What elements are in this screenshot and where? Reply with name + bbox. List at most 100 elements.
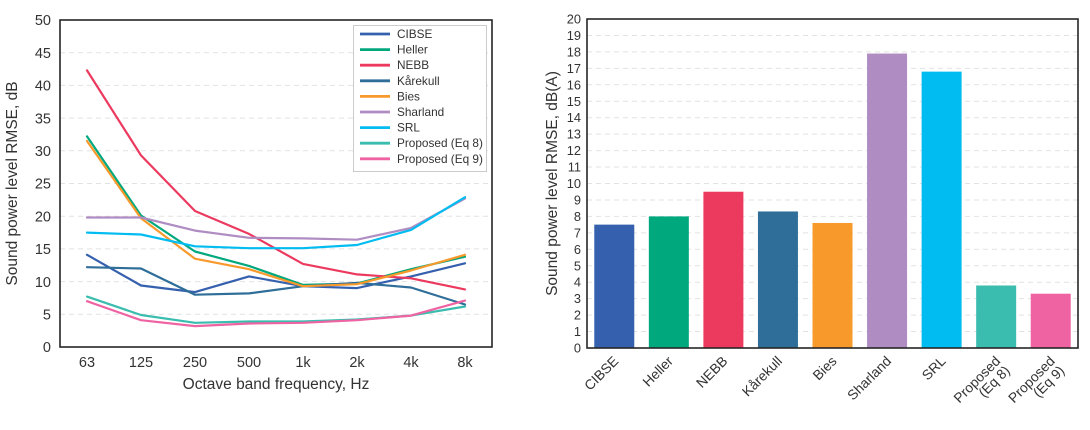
legend-label: SRL <box>397 121 420 135</box>
legend-label: Proposed (Eq 9) <box>397 152 483 166</box>
y-tick-label: 11 <box>568 160 581 175</box>
x-tick-label-line: CIBSE <box>582 354 622 394</box>
legend-item: Kårekull <box>360 74 440 88</box>
x-tick-label-group: Kårekull <box>739 354 785 400</box>
line-chart: 0 5 10 15 20 25 30 35 40 45 50 63 125 250 500 1k 2k 4k 8k O… <box>4 13 493 393</box>
y-tick-label: 6 <box>574 242 581 257</box>
y-axis-title: Sound power level RMSE, dB(A) <box>545 71 561 296</box>
x-tick-label-group: Sharland <box>845 354 895 404</box>
x-tick-label-group: Proposed(Eq 9) <box>1005 354 1067 416</box>
bar-nebb <box>703 191 744 348</box>
line-series-srl <box>85 196 467 250</box>
legend-item: Heller <box>360 43 428 57</box>
x-tick-label: NEBB <box>693 354 730 391</box>
x-tick-label: 250 <box>183 355 207 371</box>
y-tick-label: 40 <box>35 79 51 95</box>
x-tick-label-line: NEBB <box>693 354 730 391</box>
legend-item: Proposed (Eq 8) <box>360 136 483 150</box>
x-tick-label-line: Sharland <box>845 354 895 404</box>
y-tick-label: 8 <box>574 209 581 224</box>
line-series-sharland <box>85 197 467 241</box>
x-tick-label-group: SRL <box>919 353 949 383</box>
y-tick-label: 5 <box>43 308 51 324</box>
x-tick-label: Bies <box>810 353 840 383</box>
line-series-heller <box>85 135 467 286</box>
x-tick-label: Proposed(Eq 8) <box>951 354 1013 416</box>
y-tick-label: 35 <box>35 111 51 127</box>
line-series-bies <box>85 139 467 288</box>
bar-sharland <box>867 53 908 349</box>
y-tick-label: 18 <box>567 44 581 59</box>
plot-border <box>586 18 1079 349</box>
y-tick-label: 14 <box>567 110 581 125</box>
x-tick-label: SRL <box>919 353 949 383</box>
y-tick-label: 0 <box>43 340 51 356</box>
x-tick-label-line: Bies <box>810 353 840 383</box>
legend-label: Kårekull <box>397 74 440 88</box>
x-tick-label: Heller <box>640 353 676 389</box>
bar-proposed-eq-9- <box>1030 293 1071 348</box>
x-tick-label: 4k <box>403 355 419 371</box>
legend-item: Bies <box>360 89 420 103</box>
y-tick-label: 16 <box>567 77 581 92</box>
x-tick-label-line: SRL <box>919 353 949 383</box>
x-tick-label-line: Heller <box>640 353 676 389</box>
y-tick-label: 9 <box>574 192 581 207</box>
legend-item: SRL <box>360 121 420 135</box>
bar-cibse <box>594 224 635 348</box>
x-tick-label-group: NEBB <box>693 354 730 391</box>
y-tick-label: 13 <box>567 127 581 142</box>
y-axis-title: Sound power level RMSE, dB <box>4 81 21 285</box>
y-tick-label: 17 <box>567 61 581 76</box>
y-tick-label: 20 <box>567 12 581 27</box>
legend-item: Sharland <box>360 105 444 119</box>
y-tick-label: 4 <box>574 275 581 290</box>
x-tick-label-group: Heller <box>640 353 676 389</box>
x-tick-label: Proposed(Eq 9) <box>1005 354 1067 416</box>
legend-label: CIBSE <box>397 27 433 41</box>
x-tick-label: 63 <box>79 355 95 371</box>
bar-heller <box>648 216 689 348</box>
legend-item: CIBSE <box>360 27 433 41</box>
x-tick-label: 1k <box>295 355 311 371</box>
legend-label: Proposed (Eq 8) <box>397 136 483 150</box>
y-tick-label: 1 <box>574 324 581 339</box>
x-tick-label: 125 <box>129 355 153 371</box>
x-tick-label: 500 <box>237 355 261 371</box>
y-tick-label: 19 <box>567 28 581 43</box>
y-tick-label: 10 <box>35 275 51 291</box>
legend-label: Bies <box>397 89 420 103</box>
y-tick-label: 25 <box>35 177 51 193</box>
legend-label: Sharland <box>397 105 444 119</box>
x-tick-label-group: Proposed(Eq 8) <box>951 354 1013 416</box>
y-tick-label: 45 <box>35 46 51 62</box>
y-tick-label: 5 <box>574 258 581 273</box>
legend-label: NEBB <box>397 58 429 72</box>
legend-label: Heller <box>397 43 428 57</box>
x-tick-label: Kårekull <box>739 354 785 400</box>
y-tick-label: 30 <box>35 144 51 160</box>
x-tick-label-group: Bies <box>810 353 840 383</box>
y-tick-label: 12 <box>567 143 581 158</box>
plot-border <box>59 19 493 348</box>
bar-bies <box>812 222 853 348</box>
bar-proposed-eq-8- <box>976 285 1017 348</box>
y-tick-label: 20 <box>35 209 51 225</box>
x-tick-label: Sharland <box>845 354 895 404</box>
bar-k-rekull <box>757 211 798 348</box>
y-tick-label: 50 <box>35 13 51 29</box>
y-tick-label: 2 <box>574 308 581 323</box>
line-series-proposed-eq-9- <box>85 299 467 328</box>
x-tick-label-group: CIBSE <box>582 354 622 394</box>
x-tick-label: 8k <box>457 355 473 371</box>
y-tick-label: 0 <box>574 341 581 356</box>
y-tick-label: 15 <box>567 94 581 109</box>
legend-item: NEBB <box>360 58 429 72</box>
y-tick-label: 7 <box>574 225 581 240</box>
y-tick-label: 10 <box>567 176 581 191</box>
legend-item: Proposed (Eq 9) <box>360 152 483 166</box>
bar-srl <box>921 71 962 348</box>
x-tick-label-line: Kårekull <box>739 354 785 400</box>
line-series-k-rekull <box>85 266 467 306</box>
